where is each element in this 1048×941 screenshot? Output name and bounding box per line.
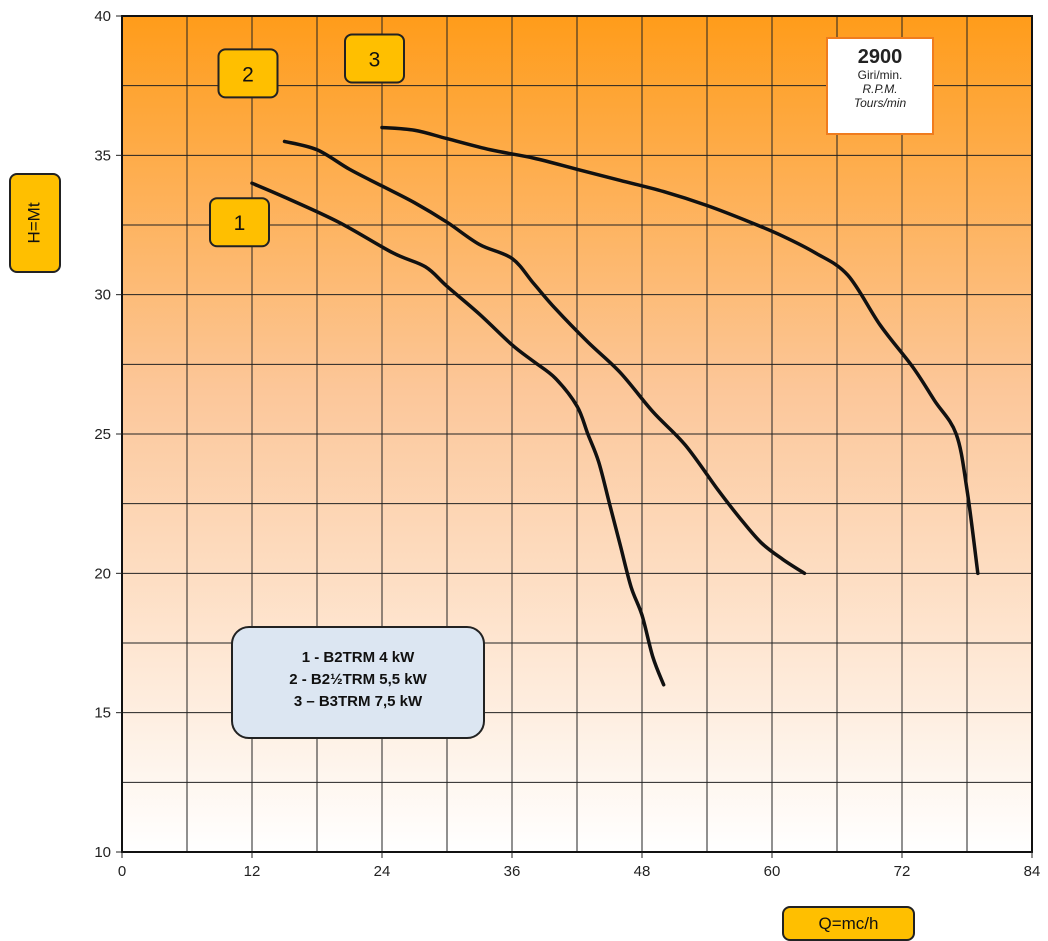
curve-label-text: 3	[369, 48, 381, 71]
legend-entry-2: 2 - B2½TRM 5,5 kW	[289, 671, 427, 688]
legend-entry-1: 1 - B2TRM 4 kW	[301, 649, 415, 666]
x-axis-title-text: Q=mc/h	[818, 913, 879, 933]
y-tick-label: 30	[94, 287, 111, 304]
rpm-value: 2900	[857, 46, 903, 68]
y-tick-label: 35	[94, 147, 111, 164]
curve-3	[380, 125, 980, 576]
x-tick-label: 60	[764, 863, 781, 880]
curve-2	[282, 139, 807, 576]
curve-label-2: 2	[217, 48, 279, 99]
curve-1	[250, 181, 666, 687]
curve-label-box	[209, 197, 270, 248]
x-tick-label: 84	[1024, 863, 1041, 880]
y-tick-label: 15	[94, 705, 111, 722]
x-tick-label: 12	[244, 863, 261, 880]
curve-label-1: 1	[209, 197, 270, 248]
y-tick-label: 25	[94, 426, 111, 443]
curve-label-text: 2	[242, 63, 254, 86]
y-axis-title: H=Mt	[9, 173, 61, 273]
performance-curves	[250, 125, 980, 687]
y-tick-label: 20	[94, 565, 111, 582]
x-axis-title: Q=mc/h	[782, 906, 915, 941]
rpm-unit-en: R.P.M.	[862, 82, 898, 96]
curve-label-box	[344, 33, 405, 84]
x-tick-label: 0	[118, 863, 126, 880]
x-tick-label: 24	[374, 863, 391, 880]
y-tick-label: 40	[94, 8, 111, 25]
curve-label-3: 3	[344, 33, 405, 84]
curve-label-text: 1	[234, 212, 246, 235]
rpm-annotation: 2900 Giri/min. R.P.M. Tours/min	[826, 37, 934, 135]
x-tick-label: 72	[894, 863, 911, 880]
x-tick-label: 36	[504, 863, 521, 880]
rpm-unit-fr: Tours/min	[853, 96, 907, 110]
rpm-unit-it: Giri/min.	[857, 68, 903, 82]
y-axis-title-text: H=Mt	[25, 202, 44, 244]
legend-entry-3: 3 – B3TRM 7,5 kW	[293, 693, 423, 710]
curve-label-box	[217, 48, 279, 99]
y-tick-label: 10	[94, 844, 111, 861]
x-tick-label: 48	[634, 863, 651, 880]
model-legend: 1 - B2TRM 4 kW 2 - B2½TRM 5,5 kW 3 – B3T…	[231, 626, 485, 739]
curve-number-labels: 1 2 3	[209, 33, 405, 248]
